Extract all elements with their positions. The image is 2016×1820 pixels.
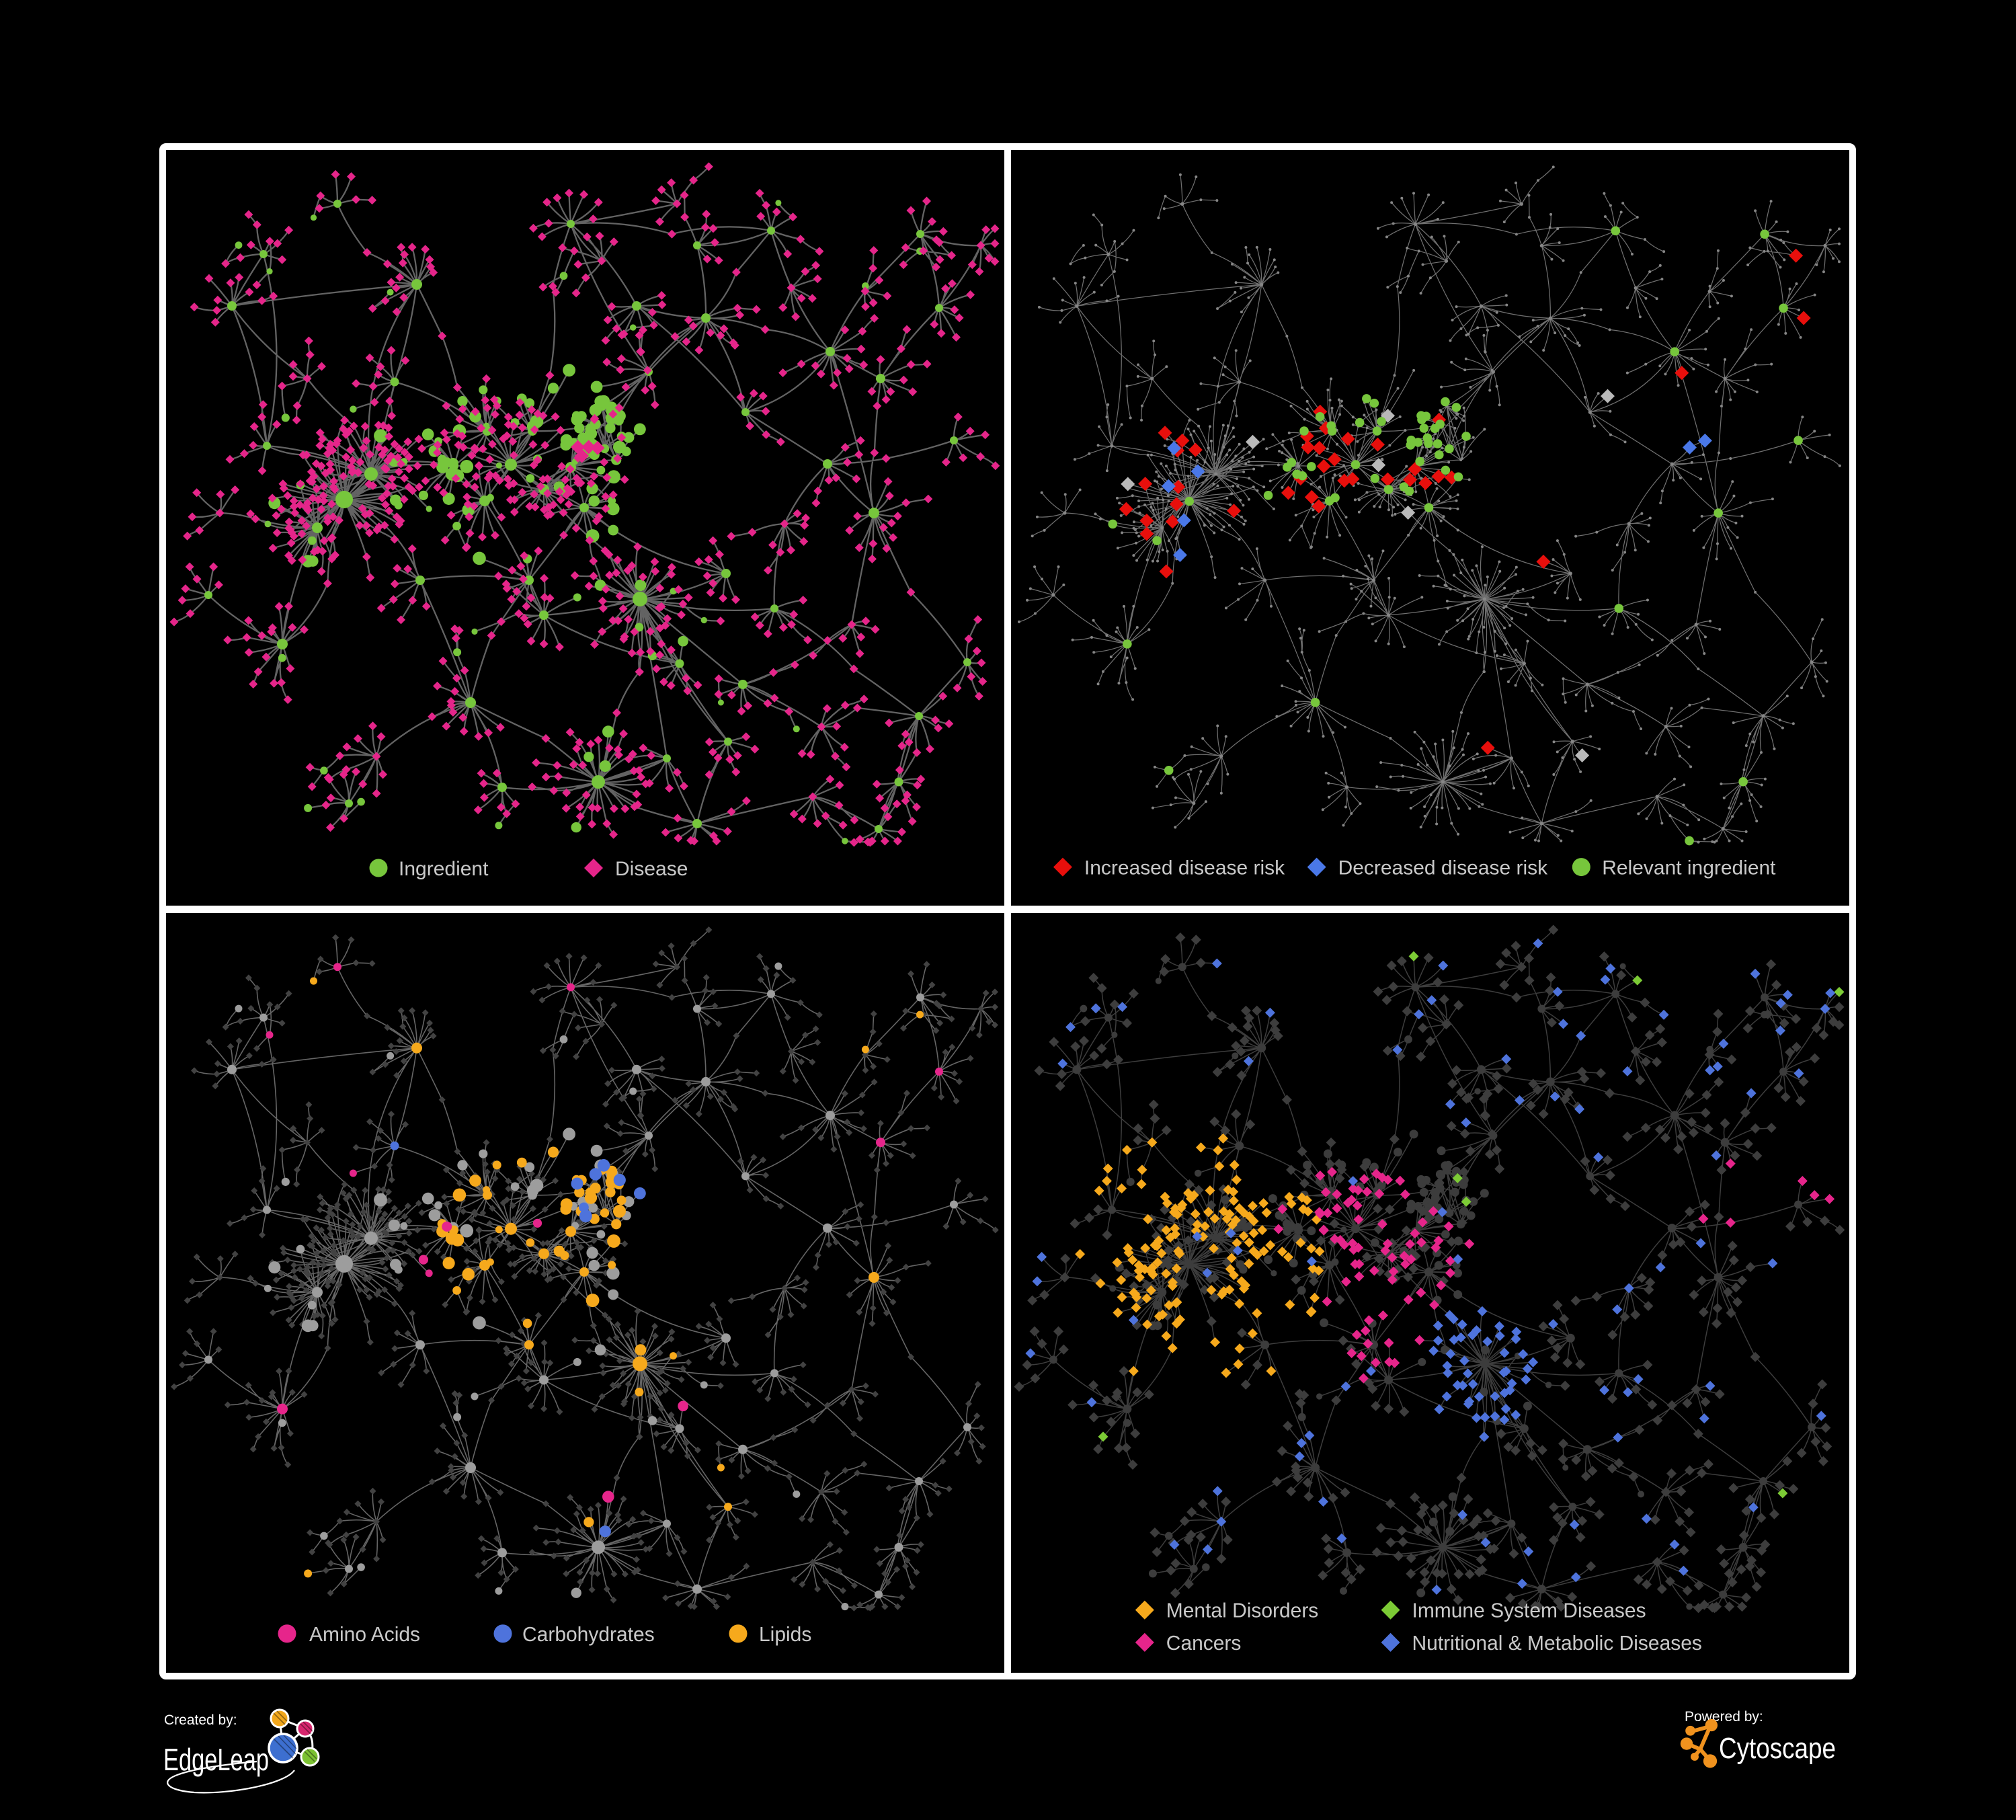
svg-text:Relevant ingredient: Relevant ingredient — [1602, 857, 1776, 879]
svg-text:Carbohydrates: Carbohydrates — [522, 1624, 655, 1646]
svg-text:Mental Disorders: Mental Disorders — [1166, 1600, 1318, 1622]
svg-text:Increased disease risk: Increased disease risk — [1084, 857, 1285, 879]
svg-text:Lipids: Lipids — [759, 1624, 811, 1646]
svg-text:Created by:: Created by: — [164, 1712, 237, 1728]
svg-text:Immune System Diseases: Immune System Diseases — [1412, 1600, 1646, 1622]
svg-text:Cytoscape: Cytoscape — [1719, 1732, 1836, 1765]
svg-text:EdgeLeap: EdgeLeap — [163, 1742, 269, 1777]
svg-text:Amino Acids: Amino Acids — [309, 1624, 420, 1646]
svg-text:Nutritional & Metabolic Diseas: Nutritional & Metabolic Diseases — [1412, 1632, 1702, 1655]
svg-text:Decreased disease risk: Decreased disease risk — [1338, 857, 1548, 879]
svg-text:Disease: Disease — [615, 858, 688, 880]
svg-text:Powered by:: Powered by: — [1685, 1709, 1763, 1725]
svg-text:Cancers: Cancers — [1166, 1632, 1242, 1655]
svg-text:Ingredient: Ingredient — [399, 858, 489, 880]
